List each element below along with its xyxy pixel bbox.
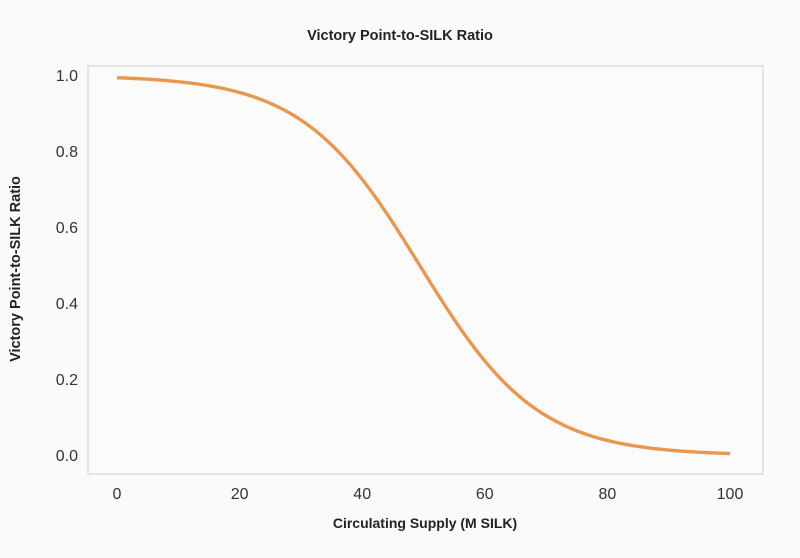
svg-text:Victory Point-to-SILK Ratio: Victory Point-to-SILK Ratio <box>8 176 24 362</box>
svg-text:0.0: 0.0 <box>56 448 78 465</box>
svg-text:0.8: 0.8 <box>56 144 78 161</box>
svg-text:Circulating Supply (M SILK): Circulating Supply (M SILK) <box>333 515 517 531</box>
svg-text:0.2: 0.2 <box>56 372 78 389</box>
svg-text:0.6: 0.6 <box>56 220 78 237</box>
svg-text:100: 100 <box>717 486 744 503</box>
svg-text:0: 0 <box>113 486 122 503</box>
svg-text:80: 80 <box>599 486 617 503</box>
svg-text:1.0: 1.0 <box>56 68 78 85</box>
svg-text:60: 60 <box>476 486 494 503</box>
svg-text:40: 40 <box>353 486 371 503</box>
svg-text:20: 20 <box>231 486 249 503</box>
svg-text:0.4: 0.4 <box>56 296 78 313</box>
